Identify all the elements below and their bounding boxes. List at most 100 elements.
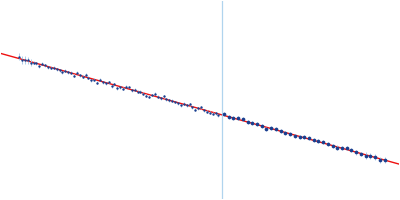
Point	[54, 68, 60, 71]
Point	[178, 104, 184, 107]
Point	[28, 61, 34, 64]
Point	[189, 106, 196, 109]
Point	[74, 71, 80, 74]
Point	[198, 106, 204, 109]
Point	[344, 146, 350, 149]
Point	[240, 118, 246, 121]
Point	[146, 95, 152, 98]
Point	[154, 95, 161, 98]
Point	[97, 78, 103, 81]
Point	[68, 71, 74, 74]
Point	[19, 58, 25, 61]
Point	[329, 144, 336, 147]
Point	[244, 121, 251, 124]
Point	[192, 108, 198, 111]
Point	[204, 110, 210, 113]
Point	[263, 127, 270, 130]
Point	[296, 135, 303, 138]
Point	[201, 109, 207, 112]
Point	[33, 62, 40, 65]
Point	[339, 147, 345, 150]
Point	[235, 117, 241, 120]
Point	[152, 92, 158, 95]
Point	[163, 98, 170, 101]
Point	[254, 122, 260, 126]
Point	[91, 78, 98, 81]
Point	[278, 129, 284, 132]
Point	[62, 69, 68, 72]
Point	[59, 71, 66, 74]
Point	[82, 73, 89, 76]
Point	[230, 116, 237, 120]
Point	[158, 97, 164, 100]
Point	[362, 154, 369, 157]
Point	[175, 101, 181, 105]
Point	[367, 154, 374, 157]
Point	[85, 76, 92, 79]
Point	[108, 85, 115, 88]
Point	[140, 92, 146, 96]
Point	[132, 88, 138, 91]
Point	[160, 95, 167, 98]
Point	[48, 66, 54, 69]
Point	[114, 87, 120, 90]
Point	[325, 143, 331, 146]
Point	[123, 85, 129, 88]
Point	[128, 89, 135, 92]
Point	[184, 104, 190, 107]
Point	[180, 102, 187, 105]
Point	[320, 141, 326, 144]
Point	[353, 151, 360, 154]
Point	[45, 66, 51, 69]
Point	[77, 74, 83, 77]
Point	[103, 82, 109, 85]
Point	[186, 103, 193, 106]
Point	[42, 63, 48, 67]
Point	[292, 134, 298, 137]
Point	[16, 55, 22, 58]
Point	[381, 158, 388, 161]
Point	[88, 79, 94, 82]
Point	[134, 90, 141, 93]
Point	[56, 68, 63, 72]
Point	[172, 100, 178, 104]
Point	[301, 135, 308, 138]
Point	[268, 126, 274, 130]
Point	[306, 136, 312, 139]
Point	[94, 81, 100, 84]
Point	[348, 149, 355, 152]
Point	[221, 113, 227, 116]
Point	[51, 66, 57, 69]
Point	[315, 140, 322, 143]
Point	[25, 59, 31, 62]
Point	[39, 62, 46, 65]
Point	[212, 112, 219, 115]
Point	[258, 125, 265, 128]
Point	[377, 158, 383, 162]
Point	[226, 115, 232, 119]
Point	[287, 132, 293, 136]
Point	[206, 111, 213, 115]
Point	[65, 70, 72, 74]
Point	[249, 121, 256, 125]
Point	[30, 61, 37, 64]
Point	[117, 86, 124, 89]
Point	[169, 99, 176, 102]
Point	[126, 85, 132, 89]
Point	[149, 93, 155, 97]
Point	[137, 90, 144, 93]
Point	[80, 75, 86, 78]
Point	[166, 99, 172, 102]
Point	[282, 132, 288, 135]
Point	[310, 138, 317, 141]
Point	[334, 146, 340, 149]
Point	[358, 152, 364, 156]
Point	[273, 127, 279, 131]
Point	[100, 81, 106, 84]
Point	[106, 81, 112, 84]
Point	[195, 107, 202, 110]
Point	[215, 114, 222, 117]
Point	[111, 83, 118, 86]
Point	[210, 112, 216, 115]
Point	[120, 87, 126, 90]
